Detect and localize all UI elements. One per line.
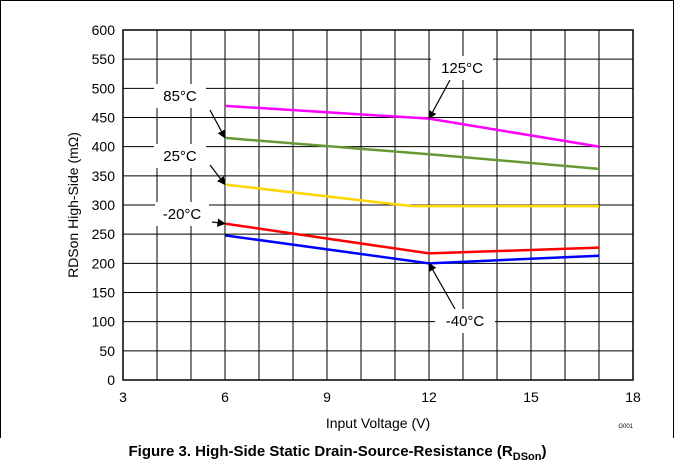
series-annotations: 125°C 85°C 25°C -20°C -40°C — [154, 56, 495, 333]
annotation-label: -40°C — [446, 313, 485, 330]
plot-area-border — [122, 29, 634, 381]
figure-caption: Figure 3. High-Side Static Drain-Source-… — [0, 443, 675, 463]
series-line — [224, 183, 599, 208]
figure-code: G001 — [618, 424, 633, 430]
caption-main: Figure 3. High-Side Static Drain-Source-… — [128, 443, 513, 460]
annotation-label: 125°C — [441, 60, 483, 77]
annotation-box — [435, 309, 495, 333]
series-line — [224, 136, 600, 171]
y-tick-label: 400 — [92, 139, 116, 155]
x-tick-label: 18 — [625, 389, 641, 405]
y-axis-label: RDSon High-Side (mΩ) — [65, 132, 81, 278]
annotation-label: 25°C — [163, 148, 197, 165]
y-tick-label: 450 — [92, 110, 116, 126]
y-tick-label: 250 — [92, 226, 116, 242]
chart-frame — [0, 0, 674, 438]
series-lines — [224, 104, 600, 265]
y-tick-label: 550 — [92, 51, 116, 67]
caption-close: ) — [541, 443, 547, 460]
y-tick-label: 600 — [92, 22, 116, 38]
y-tick-label: 500 — [92, 80, 116, 96]
y-tick-label: 50 — [99, 343, 115, 359]
x-axis-label: Input Voltage (V) — [326, 415, 430, 431]
x-tick-label: 15 — [523, 389, 539, 405]
annotation-box — [154, 144, 206, 168]
x-tick-label: 12 — [421, 389, 437, 405]
series-line — [224, 222, 600, 255]
y-tick-label: 350 — [92, 168, 116, 184]
tick-labels: 3 6 9 12 15 18 0 50 100 150 200 250 300 350 400 450 500 5… — [92, 22, 641, 405]
y-tick-label: 200 — [92, 255, 116, 271]
annotation-label: 85°C — [163, 88, 197, 105]
series-line — [224, 104, 600, 148]
annotation-arrow — [211, 218, 226, 227]
annotation-arrow — [428, 262, 456, 310]
annotation-box — [155, 202, 209, 226]
x-tick-label: 6 — [221, 389, 229, 405]
x-tick-label: 9 — [323, 389, 331, 405]
caption-subscript: DSon — [512, 451, 542, 463]
annotation-label: -20°C — [163, 206, 202, 223]
annotation-arrow — [209, 164, 226, 186]
y-tick-label: 150 — [92, 285, 116, 301]
y-tick-label: 300 — [92, 197, 116, 213]
y-tick-label: 0 — [107, 372, 115, 388]
annotation-arrow — [428, 79, 451, 120]
line-chart: 3 6 9 12 15 18 0 50 100 150 200 250 300 350 400 450 500 5… — [65, 22, 641, 431]
annotation-arrow — [209, 109, 226, 139]
annotation-box — [431, 56, 493, 80]
annotation-box — [154, 84, 206, 108]
y-tick-label: 100 — [92, 314, 116, 330]
x-tick-label: 3 — [119, 389, 127, 405]
